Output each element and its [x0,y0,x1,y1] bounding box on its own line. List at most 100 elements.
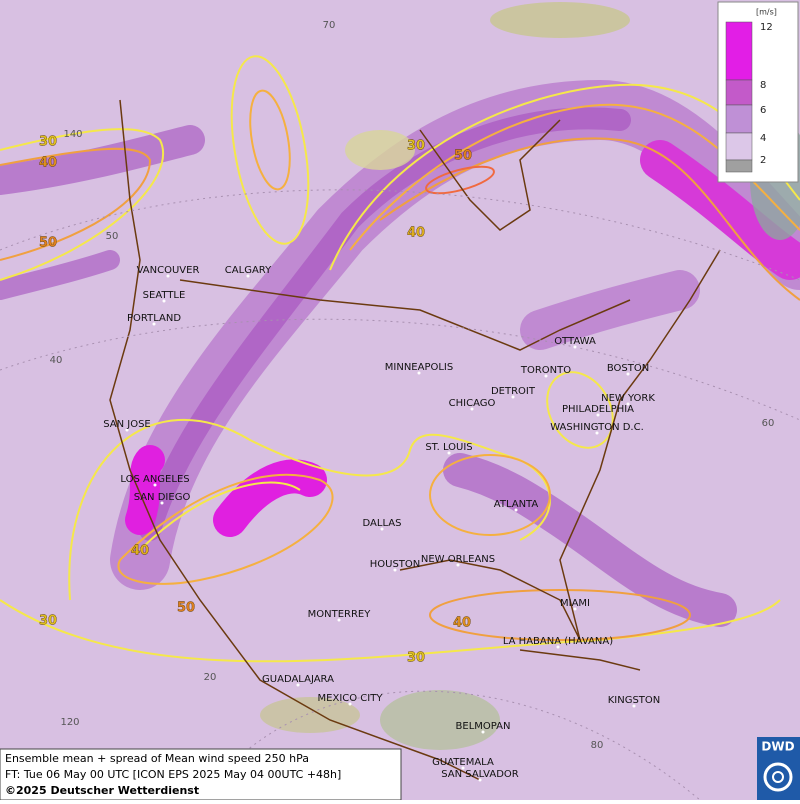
city-label: NEW ORLEANS [421,554,495,565]
spread-shading [0,79,800,627]
footer-line: ©2025 Deutscher Wetterdienst [5,784,199,797]
city-marker [153,483,157,487]
graticule-label: 120 [60,717,79,728]
city-marker [478,778,482,782]
city-label: CALGARY [225,265,272,276]
city-label: DETROIT [491,386,536,397]
footer-box [0,748,402,801]
city-marker [337,618,341,622]
city-label: DALLAS [363,518,402,529]
logo-swirl [763,762,793,792]
city-marker [160,501,164,505]
city-label: NEW YORK [601,393,655,404]
isotachs [0,55,800,663]
city-marker [511,395,515,399]
legend-tick-label: 4 [760,133,766,144]
legend-swatch [725,21,753,81]
city-label: SAN JOSE [103,419,151,430]
city-marker [514,508,518,512]
contour-label: 30 [39,614,57,629]
city-label: CHICAGO [449,398,496,409]
city-label: MEXICO CITY [318,693,384,704]
legend-tick-label: 6 [760,105,766,116]
city-label: LA HABANA (HAVANA) [503,636,613,647]
city-marker [166,274,170,278]
city-marker [595,431,599,435]
city-marker [461,766,465,770]
graticule-label: 60 [762,418,775,429]
city-label: MIAMI [560,598,590,609]
contour-label: 50 [39,236,57,251]
city-label: BOSTON [607,363,649,374]
legend-swatch [725,79,753,106]
city-marker [296,683,300,687]
city-label: KINGSTON [608,695,661,706]
graticule-label: 70 [323,20,336,31]
city-marker [393,568,397,572]
city-label: MONTERREY [308,609,372,620]
city-marker [632,704,636,708]
city-marker [573,345,577,349]
city-label: MINNEAPOLIS [385,362,453,373]
legend-swatch [725,132,753,161]
city-label: SEATTLE [143,290,186,301]
contour-label: 30 [407,139,425,154]
city-marker [626,402,630,406]
city-marker [125,428,129,432]
graticule-label: 20 [204,672,217,683]
graticule-label: 40 [50,355,63,366]
city-marker [544,374,548,378]
graticule-label: 50 [106,231,119,242]
city-marker [456,563,460,567]
legend-tick-label: 2 [760,155,766,166]
city-label: HOUSTON [370,559,421,570]
logo-text: DWD [761,740,794,754]
city-label: SAN SALVADOR [441,769,518,780]
contour-label: 30 [407,651,425,666]
city-label: GUATEMALA [432,757,494,768]
contour-label: 50 [454,149,472,164]
graticule-label: 140 [63,129,82,140]
city-marker [481,730,485,734]
city-marker [447,451,451,455]
contour-label: 40 [131,544,149,559]
legend-unit: [m/s] [756,8,777,17]
logo: DWD [757,737,800,800]
logo-swirl [772,771,784,783]
footer: Ensemble mean + spread of Mean wind spee… [0,748,402,801]
legend-keys: 12 8 6 4 2 [725,21,773,173]
city-marker [626,372,630,376]
city-label: GUADALAJARA [262,674,334,685]
city-marker [596,413,600,417]
labels: VANCOUVER CALGARY SEATTLE PORTLAND MINNEAPOL… [39,20,774,782]
city-marker [417,371,421,375]
city-label: LOS ANGELES [120,474,189,485]
legend: [m/s] 12 8 6 4 2 [717,1,799,183]
legend-swatch [725,159,753,173]
city-label: VANCOUVER [137,265,200,276]
coastlines [109,99,721,781]
city-marker [573,607,577,611]
footer-line: FT: Tue 06 May 00 UTC [ICON EPS 2025 May… [5,768,341,781]
footer-line: Ensemble mean + spread of Mean wind spee… [5,752,309,765]
city-marker [380,527,384,531]
graticule [0,189,800,801]
city-marker [152,322,156,326]
contour-label: 40 [39,156,57,171]
city-marker [246,274,250,278]
terrain [260,2,800,750]
contour-label: 30 [39,135,57,150]
graticule-label: 80 [591,740,604,751]
city-label: PORTLAND [127,313,181,324]
legend-tick-label: 8 [760,80,766,91]
legend-tick-label: 12 [760,22,773,33]
city-label: WASHINGTON D.C. [550,422,644,433]
contour-label: 40 [453,616,471,631]
city-label: ATLANTA [494,499,539,510]
city-label: TORONTO [520,365,571,376]
city-label: ST. LOUIS [425,442,472,453]
legend-swatch [725,104,753,134]
city-label: OTTAWA [554,336,596,347]
city-marker [556,645,560,649]
